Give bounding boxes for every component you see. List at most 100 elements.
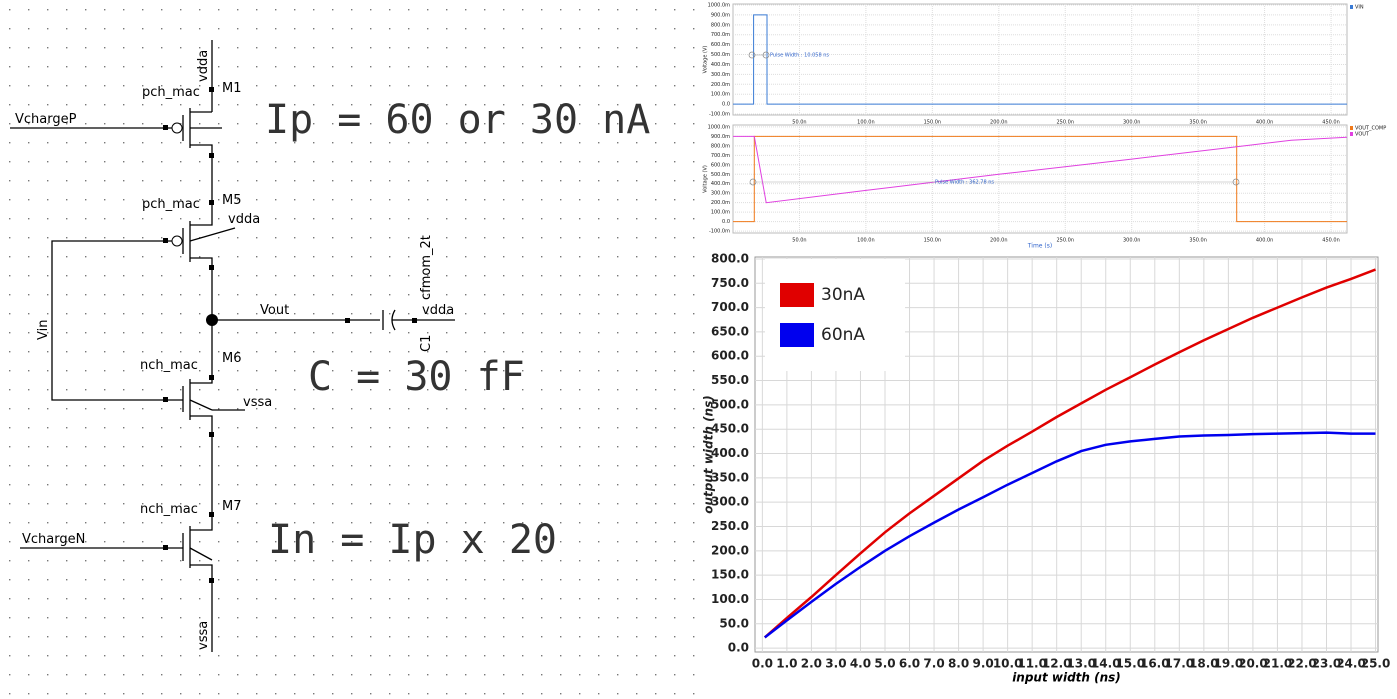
device-label: nch_mac: [140, 358, 198, 373]
x-tick-label: 350.0n: [1189, 238, 1206, 244]
x-tick-label: 6.0: [899, 657, 920, 671]
y-tick-label: 700.0: [711, 300, 749, 314]
measure-marker: [748, 51, 756, 59]
y-tick-label: 800.0m: [711, 143, 730, 149]
equation: C = 30 fF: [308, 354, 525, 400]
y-tick-label: 300.0m: [711, 191, 730, 197]
x-tick-label: 150.0n: [924, 120, 941, 126]
instance-label: M6: [222, 351, 242, 366]
legend-label: 60nA: [821, 325, 865, 345]
device-label: nch_mac: [140, 502, 198, 517]
x-tick-label: 200.0n: [990, 238, 1007, 244]
y-tick-label: -100.0m: [709, 229, 730, 235]
x-axis-label: Time (s): [1027, 243, 1052, 250]
x-tick-label: 17.0: [1165, 657, 1195, 671]
equation: In = Ip x 20: [268, 517, 557, 563]
y-tick-label: 600.0: [711, 349, 749, 363]
y-tick-label: 350.0: [711, 470, 749, 484]
x-tick-label: 450.0n: [1322, 120, 1339, 126]
x-tick-label: 11.0: [1017, 657, 1047, 671]
x-tick-label: 100.0n: [857, 238, 874, 244]
chart: 1000.0m 900.0m 800.0m 700.0m 600.0m 500.0m 400…: [703, 2, 1364, 125]
y-tick-label: 550.0: [711, 373, 749, 387]
y-tick-label: 500.0m: [711, 172, 730, 178]
x-tick-label: 50.0n: [792, 238, 806, 244]
x-tick-label: 15.0: [1115, 657, 1145, 671]
y-tick-label: 900.0m: [711, 12, 730, 18]
y-tick-label: 600.0m: [711, 42, 730, 48]
device-label: cfmom_2t: [419, 235, 434, 300]
annotation: Pulse Width : 362.78 ns: [935, 180, 994, 186]
legend-label: VOUT_COMP: [1355, 126, 1386, 132]
x-tick-label: 12.0: [1042, 657, 1072, 671]
x-tick-label: 100.0n: [857, 120, 874, 126]
y-tick-label: 1000.0m: [708, 2, 730, 8]
legend-swatch: [780, 323, 814, 347]
series-line: [763, 268, 1376, 639]
legend-swatch: [1350, 126, 1353, 130]
x-tick-label: 4.0: [850, 657, 871, 671]
plot-area: [732, 124, 1348, 234]
y-tick-label: 650.0: [711, 324, 749, 338]
series-line: [733, 135, 1348, 204]
net-label: VchargeP: [15, 112, 77, 127]
measure-marker: [762, 51, 770, 59]
y-tick-label: 450.0: [711, 422, 749, 436]
x-tick-label: 400.0n: [1256, 238, 1273, 244]
instance-label: M5: [222, 193, 242, 208]
legend-box: [765, 259, 905, 371]
y-tick-label: 200.0m: [711, 200, 730, 206]
y-tick-label: 300.0: [711, 495, 749, 509]
x-tick-label: 200.0n: [990, 120, 1007, 126]
net-label: Vout: [260, 303, 289, 318]
net-label: vdda: [196, 50, 211, 82]
y-tick-label: -100.0m: [709, 112, 730, 118]
y-axis-label: output width (ns): [702, 395, 716, 513]
net-label: VchargeN: [22, 532, 85, 547]
y-tick-label: 500.0: [711, 397, 749, 411]
y-tick-label: 1000.0m: [708, 124, 730, 130]
x-tick-label: 0.0: [752, 657, 773, 671]
legend-swatch: [1350, 5, 1353, 9]
y-tick-label: 500.0m: [711, 52, 730, 58]
y-axis-label: Voltage (V): [703, 46, 709, 74]
x-tick-label: 1.0: [776, 657, 797, 671]
y-tick-label: 700.0m: [711, 153, 730, 159]
x-tick-label: 300.0n: [1123, 238, 1140, 244]
x-tick-label: 14.0: [1091, 657, 1121, 671]
x-tick-label: 2.0: [801, 657, 822, 671]
instance-label: M1: [222, 81, 242, 96]
chart: 0.0 50.0 100.0 150.0 200.0 250.0 300.0 350.0 400…: [702, 251, 1391, 684]
legend-swatch: [1350, 132, 1353, 136]
y-tick-label: 100.0m: [711, 210, 730, 216]
x-tick-label: 23.0: [1312, 657, 1342, 671]
legend-label: 30nA: [821, 285, 865, 305]
instance-label: C1: [419, 335, 434, 352]
measure-marker: [1232, 178, 1240, 186]
instance-label: M7: [222, 499, 242, 514]
series-line: [733, 14, 1347, 105]
x-tick-label: 400.0n: [1256, 120, 1273, 126]
x-tick-label: 25.0: [1361, 657, 1391, 671]
x-tick-label: 19.0: [1214, 657, 1244, 671]
y-tick-label: 750.0: [711, 276, 749, 290]
x-tick-label: 8.0: [948, 657, 969, 671]
y-tick-label: 100.0: [711, 592, 749, 606]
y-tick-label: 200.0: [711, 543, 749, 557]
x-tick-label: 10.0: [993, 657, 1023, 671]
legend-label: VOUT: [1355, 132, 1370, 138]
y-tick-label: 700.0m: [711, 32, 730, 38]
y-tick-label: 900.0m: [711, 134, 730, 140]
y-tick-label: 50.0: [719, 616, 749, 630]
y-tick-label: 0.0: [728, 641, 749, 655]
x-tick-label: 24.0: [1336, 657, 1366, 671]
y-axis-label: Voltage (V): [703, 165, 709, 193]
x-tick-label: 7.0: [923, 657, 944, 671]
measure-marker: [749, 178, 757, 186]
y-tick-label: 800.0: [711, 251, 749, 265]
y-tick-label: 400.0: [711, 446, 749, 460]
net-label: vssa: [196, 621, 211, 650]
y-tick-label: 200.0m: [711, 82, 730, 88]
x-tick-label: 22.0: [1287, 657, 1317, 671]
